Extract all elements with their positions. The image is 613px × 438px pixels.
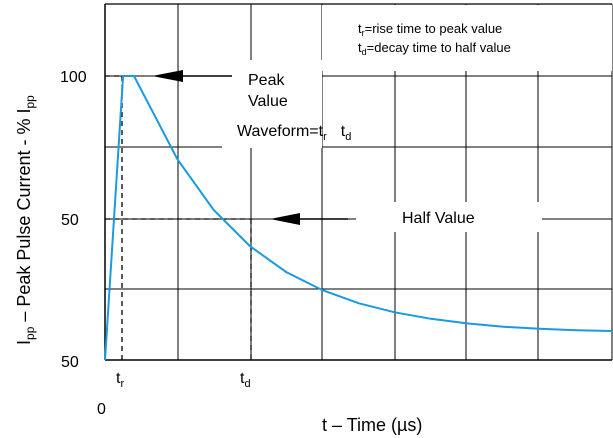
legend-box: [322, 5, 612, 71]
annotation-box: [222, 60, 322, 148]
waveform-curve: [104, 75, 613, 361]
y-tick-label-100: 100: [60, 69, 87, 86]
x-marker-td-sub: d: [244, 378, 250, 390]
waveform-label: Waveform=tr td: [237, 123, 351, 143]
legend-rise-sub: r: [362, 28, 365, 38]
waveform-prefix: Waveform=t: [237, 123, 324, 140]
x-marker-tr: tr: [116, 370, 124, 390]
waveform-t2: t: [341, 123, 346, 140]
x-marker-td-base: t: [240, 370, 245, 387]
y-axis-title-i: I: [14, 340, 34, 345]
y-axis-title-mid: – Peak Pulse Current - % I: [14, 109, 34, 327]
y-tick-label-50-bottom: 50: [61, 354, 79, 371]
legend-line-rise: tr=rise time to peak value: [358, 21, 502, 38]
half-value-box: [356, 202, 542, 232]
legend-decay-text: =decay time to half value: [367, 40, 511, 55]
legend-decay-sub: d: [362, 47, 367, 57]
legend-rise-t: t: [358, 21, 362, 36]
svg-text:tr=rise time to peak value: tr=rise time to peak value: [358, 21, 502, 38]
legend-rise-text: =rise time to peak value: [365, 21, 503, 36]
x-marker-td: td: [240, 370, 251, 390]
y-axis-title: Ipp – Peak Pulse Current - % Ipp: [14, 95, 37, 345]
x-marker-tr-base: t: [116, 370, 121, 387]
waveform-sub-r: r: [323, 131, 327, 143]
peak-label-line2: Value: [248, 93, 288, 110]
peak-arrow: [152, 70, 232, 82]
half-value-label: Half Value: [402, 210, 475, 227]
legend-decay-t: t: [358, 40, 362, 55]
x-axis-title: t – Time (µs): [322, 415, 422, 435]
x-marker-tr-sub: r: [120, 378, 124, 390]
svg-text:td=decay time to half value: td=decay time to half value: [358, 40, 511, 57]
peak-label-line1: Peak: [248, 72, 285, 89]
half-value-arrow: [270, 213, 348, 225]
y-axis-title-pp: pp: [23, 326, 37, 340]
y-tick-label-50-mid: 50: [61, 212, 79, 229]
waveform-sub-d: d: [345, 131, 351, 143]
legend-line-decay: td=decay time to half value: [358, 40, 511, 57]
y-axis-title-pp2: pp: [23, 95, 37, 109]
x-origin-label: 0: [97, 401, 106, 418]
